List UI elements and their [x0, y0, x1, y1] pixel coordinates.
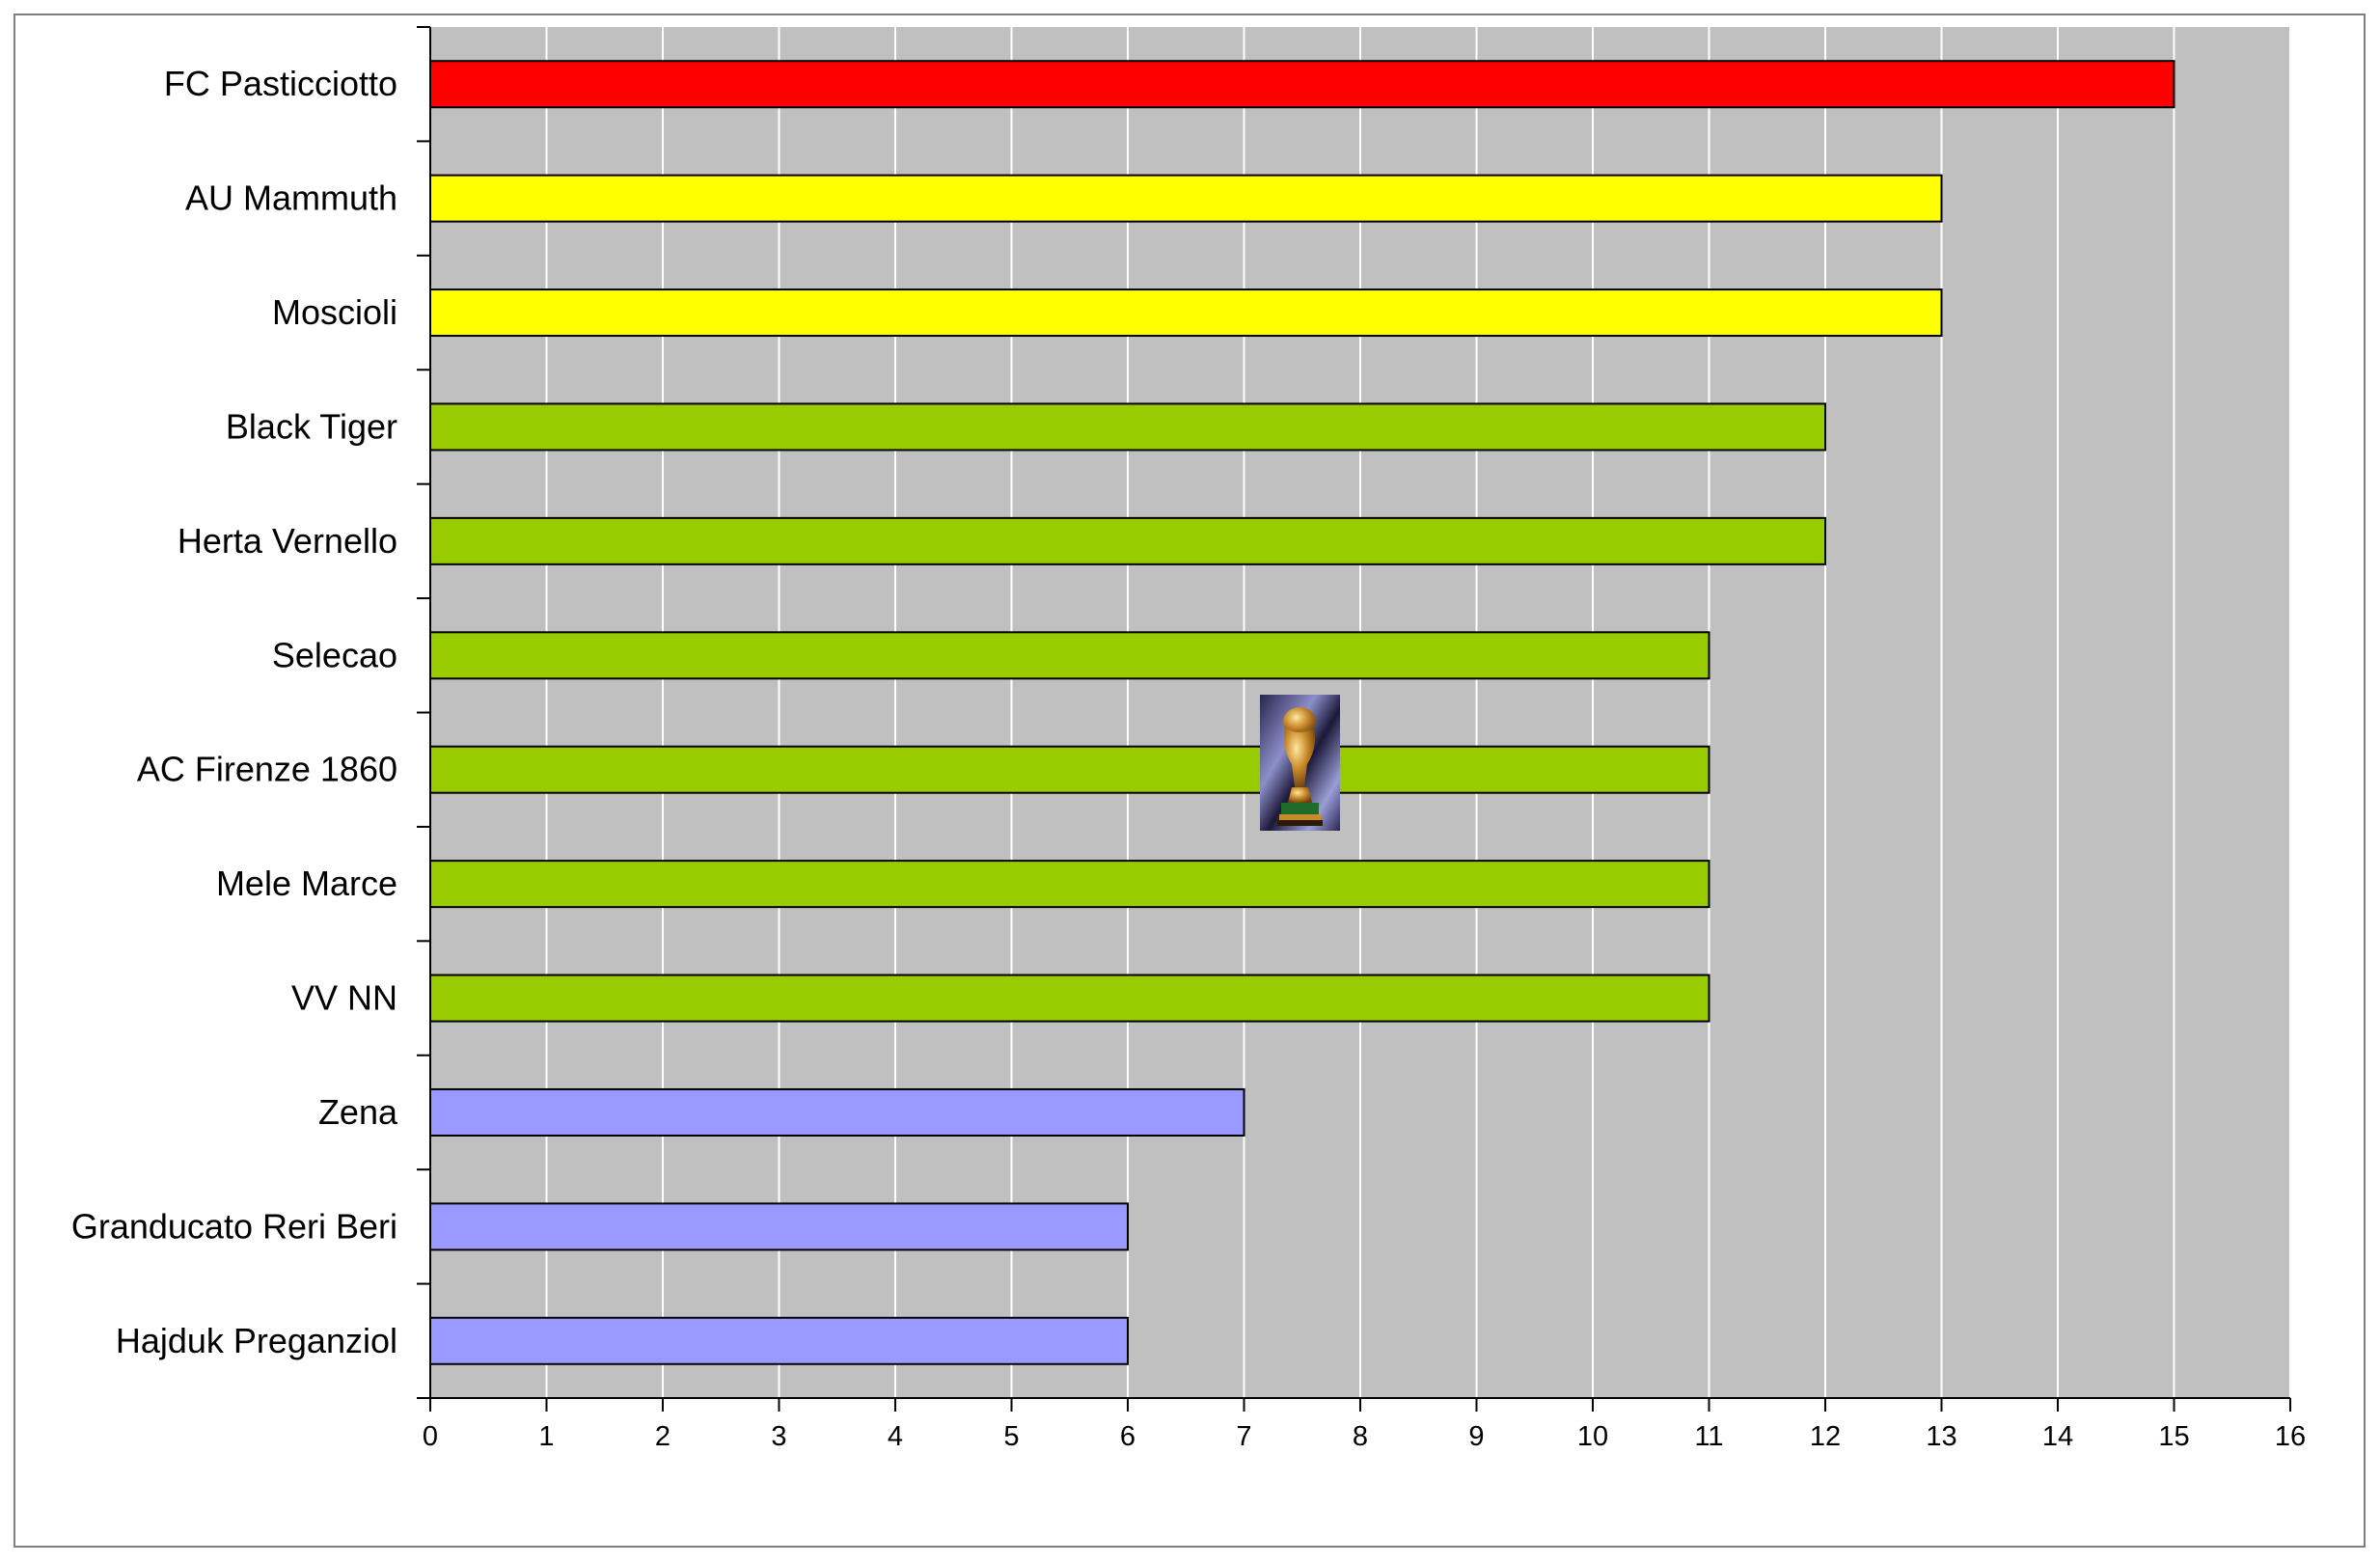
- x-tick-label: 9: [1468, 1421, 1484, 1452]
- bar: [429, 974, 1710, 1023]
- axes: [417, 26, 2291, 1412]
- x-tick-label: 15: [2158, 1421, 2189, 1452]
- bar: [429, 1316, 1129, 1365]
- x-tick-label: 2: [655, 1421, 670, 1452]
- bar: [429, 631, 1710, 680]
- category-label: Selecao: [272, 635, 397, 674]
- category-label: Herta Vernello: [178, 521, 397, 561]
- category-label: Black Tiger: [226, 406, 397, 446]
- x-tick-label: 14: [2042, 1421, 2073, 1452]
- x-tick-label: 7: [1236, 1421, 1251, 1452]
- x-tick-label: 8: [1353, 1421, 1368, 1452]
- category-label: AC Firenze 1860: [137, 750, 397, 789]
- category-label: Granducato Reri Beri: [71, 1206, 397, 1246]
- x-tick-label: 0: [423, 1421, 438, 1452]
- category-labels: FC Pasticciotto AU Mammuth Moscioli Black T…: [71, 64, 398, 1360]
- x-tick-label: 5: [1003, 1421, 1019, 1452]
- x-tick-label: 1: [538, 1421, 554, 1452]
- x-tick-label: 16: [2275, 1421, 2306, 1452]
- bar: [429, 516, 1826, 565]
- category-label: Zena: [318, 1092, 398, 1132]
- x-tick-label: 13: [1926, 1421, 1956, 1452]
- gridlines: [545, 27, 2291, 1398]
- x-tick-label: 6: [1120, 1421, 1135, 1452]
- category-label: Moscioli: [272, 292, 397, 332]
- x-tick-labels: 0 1 2 3 4 5 6 7 8 9 10 11 12 13 14 15 16: [423, 1421, 2306, 1452]
- bar: [429, 174, 1943, 223]
- x-tick-label: 11: [1694, 1421, 1723, 1452]
- trophy-icon: [1260, 695, 1340, 831]
- x-tick-label: 12: [1810, 1421, 1841, 1452]
- bar: [429, 745, 1710, 794]
- bar: [429, 1202, 1129, 1251]
- x-tick-label: 10: [1577, 1421, 1608, 1452]
- category-label: AU Mammuth: [185, 178, 397, 218]
- category-label: FC Pasticciotto: [164, 64, 397, 103]
- bar: [429, 860, 1710, 909]
- bars: [429, 60, 2175, 1365]
- category-label: VV NN: [291, 978, 397, 1018]
- category-label: Mele Marce: [216, 864, 397, 903]
- bar: [429, 288, 1943, 338]
- bar: [429, 60, 2175, 109]
- x-tick-label: 4: [888, 1421, 903, 1452]
- bar: [429, 1087, 1245, 1137]
- bar: [429, 402, 1826, 452]
- category-label: Hajduk Preganziol: [116, 1321, 397, 1360]
- x-tick-label: 3: [771, 1421, 786, 1452]
